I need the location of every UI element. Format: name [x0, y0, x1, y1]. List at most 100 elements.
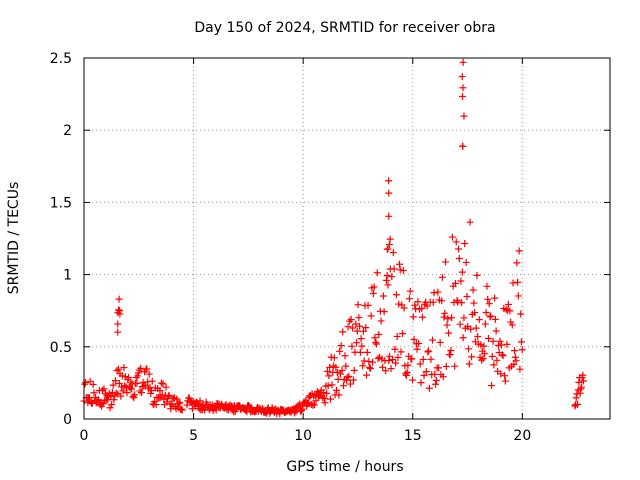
data-point	[399, 330, 407, 338]
data-point	[385, 189, 393, 197]
data-point	[475, 316, 483, 324]
data-point	[416, 360, 424, 368]
data-point	[471, 309, 479, 317]
data-point	[303, 399, 311, 407]
data-point	[518, 346, 526, 354]
data-point	[481, 350, 489, 358]
data-point	[359, 362, 367, 370]
data-point	[346, 380, 354, 388]
data-point	[387, 365, 395, 373]
y-tick-label: 2	[63, 123, 72, 139]
data-point	[386, 235, 394, 243]
data-point	[394, 353, 402, 361]
data-point	[509, 279, 517, 287]
data-point	[124, 374, 132, 382]
data-point	[338, 367, 346, 375]
x-tick-label: 15	[404, 428, 422, 444]
data-point	[130, 394, 138, 402]
data-point	[577, 385, 585, 393]
data-point	[129, 392, 137, 400]
data-point	[126, 384, 134, 392]
data-point	[359, 327, 367, 335]
data-point	[113, 367, 121, 375]
data-point	[100, 385, 108, 393]
y-tick-label: 0.5	[50, 340, 72, 356]
data-point	[175, 400, 183, 408]
data-point	[385, 212, 393, 220]
data-point	[314, 393, 322, 401]
data-point	[452, 238, 460, 246]
data-point	[579, 371, 587, 379]
data-point	[132, 374, 140, 382]
data-point	[344, 323, 352, 331]
data-point	[332, 363, 340, 371]
data-point	[492, 327, 500, 335]
data-point	[325, 372, 333, 380]
data-point	[498, 341, 506, 349]
data-point	[410, 336, 418, 344]
data-point	[397, 348, 405, 356]
x-tick-label: 0	[80, 428, 89, 444]
data-point	[110, 396, 118, 404]
data-point	[118, 372, 126, 380]
data-point	[134, 372, 142, 380]
data-point	[335, 391, 343, 399]
data-point	[356, 348, 364, 356]
data-point	[441, 309, 449, 317]
data-point	[516, 365, 524, 373]
data-point	[477, 341, 485, 349]
data-point	[390, 265, 398, 273]
data-point	[137, 364, 145, 372]
data-point	[119, 387, 127, 395]
data-point	[391, 345, 399, 353]
data-point	[480, 342, 488, 350]
data-point	[415, 339, 423, 347]
data-point	[481, 320, 489, 328]
data-point	[459, 142, 467, 150]
data-point	[383, 272, 391, 280]
data-point	[363, 371, 371, 379]
data-point	[400, 304, 408, 312]
data-point	[511, 347, 519, 355]
data-point	[378, 355, 386, 363]
data-point	[242, 406, 250, 414]
data-point	[504, 300, 512, 308]
data-point	[517, 338, 525, 346]
data-point	[115, 365, 123, 373]
data-point	[373, 269, 381, 277]
data-point	[439, 373, 447, 381]
data-point	[89, 381, 97, 388]
data-point	[120, 364, 128, 372]
data-point	[324, 382, 332, 390]
data-point	[445, 329, 453, 337]
data-point	[356, 322, 364, 330]
data-point	[370, 283, 378, 291]
data-point	[138, 383, 146, 391]
data-point	[343, 373, 351, 381]
data-point	[491, 315, 499, 323]
data-point	[345, 372, 353, 380]
data-point	[510, 360, 518, 368]
data-point	[483, 282, 491, 290]
data-point	[579, 377, 587, 385]
data-point	[430, 289, 438, 297]
data-point	[498, 351, 506, 359]
data-point	[371, 334, 379, 342]
data-point	[105, 389, 113, 397]
data-point	[339, 382, 347, 390]
data-point	[448, 314, 456, 322]
data-point	[420, 372, 428, 380]
data-point	[402, 370, 410, 378]
data-point	[148, 387, 156, 395]
data-point	[484, 335, 492, 343]
data-point	[459, 334, 467, 342]
data-point	[479, 355, 487, 363]
data-point	[408, 355, 416, 363]
data-point	[414, 298, 422, 306]
data-point	[574, 400, 582, 408]
data-point	[372, 338, 380, 346]
data-point	[444, 315, 452, 323]
data-point	[438, 273, 446, 281]
data-point	[451, 362, 459, 370]
data-point	[429, 298, 437, 306]
